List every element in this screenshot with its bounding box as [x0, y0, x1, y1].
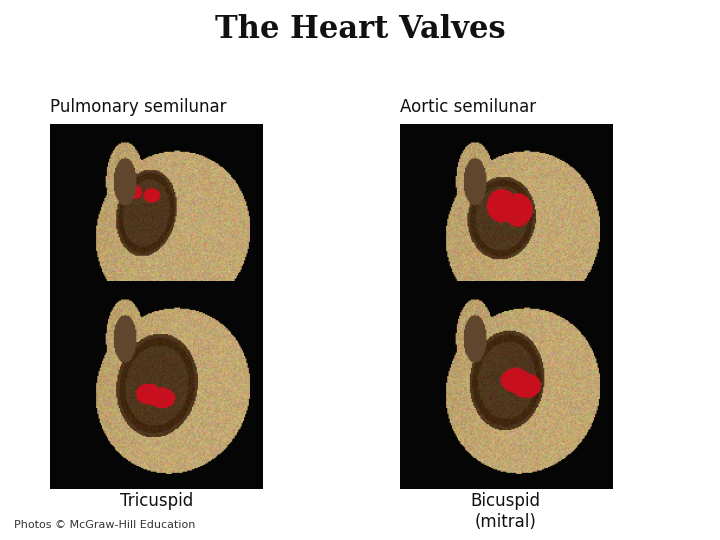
Text: Aortic semilunar: Aortic semilunar [400, 98, 536, 116]
Text: Tricuspid: Tricuspid [120, 492, 193, 510]
Text: The Heart Valves: The Heart Valves [215, 14, 505, 45]
Text: Photos © McGraw-Hill Education: Photos © McGraw-Hill Education [14, 520, 196, 530]
Text: Bicuspid
(mitral): Bicuspid (mitral) [471, 492, 541, 531]
Text: Pulmonary semilunar: Pulmonary semilunar [50, 98, 227, 116]
